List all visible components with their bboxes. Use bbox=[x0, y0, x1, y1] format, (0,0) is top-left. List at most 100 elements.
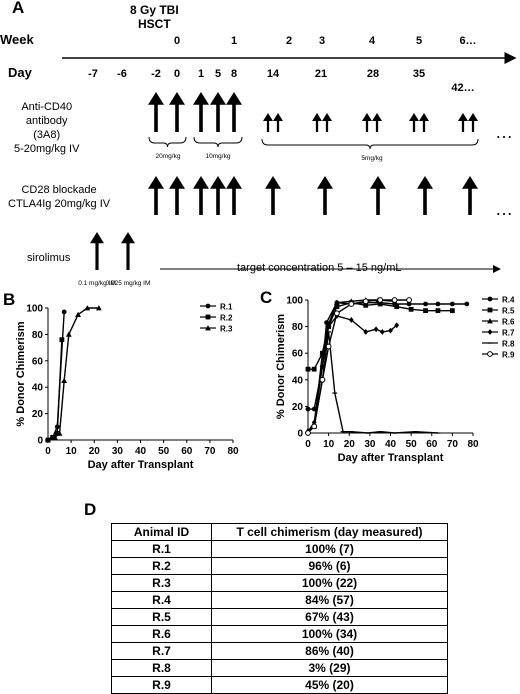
data-point-R.4 bbox=[449, 301, 455, 307]
anti-cd40-maintenance-arrow bbox=[419, 113, 429, 132]
chart-c: 0 20 40 60 80 100 0 10 20 30 40 50 60 70 80 Day after T… bbox=[275, 296, 515, 465]
x-axis-title: Day after Transplant bbox=[88, 459, 194, 471]
legend-label: R.9 bbox=[502, 351, 515, 360]
week-number: 4 bbox=[368, 35, 376, 47]
x-tick-label: 10 bbox=[323, 439, 335, 450]
x-tick-label: 60 bbox=[181, 446, 193, 457]
data-point-R.5 bbox=[423, 308, 428, 314]
x-tick-label: 70 bbox=[447, 439, 459, 450]
anti-cd40-maintenance-arrow bbox=[312, 113, 322, 132]
table-row: R.5 67% (43) bbox=[111, 608, 448, 626]
data-point-R.5 bbox=[394, 304, 400, 310]
data-point-R.9 bbox=[319, 376, 326, 383]
x-tick-label: 60 bbox=[426, 439, 438, 450]
week-number: 0 bbox=[173, 35, 181, 47]
legend-label: R.1 bbox=[220, 303, 233, 312]
week-number: 2 bbox=[285, 35, 293, 47]
y-tick-label: 60 bbox=[292, 349, 304, 360]
chimerism-cell: 45% (20) bbox=[211, 676, 448, 694]
anti-cd40-label: Anti-CD40 antibody (3A8) 5-20mg/kg IV bbox=[14, 101, 80, 155]
chimerism-cell: 96% (6) bbox=[211, 557, 448, 575]
data-point-R.3 bbox=[61, 377, 68, 383]
legend-marker bbox=[487, 296, 493, 302]
day-label: Day bbox=[8, 65, 32, 80]
legend-marker bbox=[487, 329, 493, 335]
day-number: 35 bbox=[412, 68, 426, 80]
anti-cd40-maintenance-arrow bbox=[468, 113, 478, 132]
data-point-R.4 bbox=[435, 301, 441, 307]
data-point-R.3 bbox=[95, 305, 102, 311]
anti-cd40-arrow bbox=[210, 92, 226, 132]
data-point-R.2 bbox=[54, 431, 60, 436]
anti-cd40-maintenance-arrow bbox=[458, 113, 468, 132]
chimerism-cell: 84% (57) bbox=[211, 591, 448, 609]
data-point-R.5 bbox=[363, 302, 369, 308]
animal-id-cell: R.8 bbox=[111, 659, 212, 677]
y-tick-label: 100 bbox=[26, 304, 43, 315]
data-point-R.7 bbox=[373, 326, 379, 333]
legend-marker bbox=[205, 303, 211, 309]
data-point-R.3 bbox=[75, 311, 81, 317]
data-point-R.4 bbox=[305, 406, 311, 412]
panel-d-letter: D bbox=[84, 500, 97, 519]
table-row: R.2 96% (6) bbox=[111, 557, 448, 575]
y-tick-label: 20 bbox=[32, 409, 44, 420]
x-tick-label: 50 bbox=[158, 446, 170, 457]
chimerism-cell: 3% (29) bbox=[211, 659, 448, 677]
panel-a-letter: A bbox=[12, 0, 25, 17]
week-label: Week bbox=[0, 32, 34, 47]
table-row: R.9 45% (20) bbox=[111, 676, 448, 694]
data-point-R.5 bbox=[435, 308, 441, 314]
cd28-arrow bbox=[370, 176, 386, 215]
bracket-maintenance-dose bbox=[261, 138, 479, 150]
week-number: 1 bbox=[230, 35, 238, 47]
cd28-arrow bbox=[417, 176, 433, 215]
anti-cd40-arrow bbox=[148, 92, 164, 132]
cd28-arrow bbox=[169, 176, 185, 215]
anti-cd40-maintenance-arrow bbox=[409, 113, 419, 132]
y-tick-label: 20 bbox=[292, 402, 304, 413]
day-number: 8 bbox=[230, 68, 238, 80]
table-header-row: Animal ID T cell chimerism (day measured… bbox=[111, 523, 448, 541]
y-tick-label: 0 bbox=[297, 429, 303, 440]
chimerism-cell: 100% (7) bbox=[211, 540, 448, 558]
anti-cd40-arrow bbox=[169, 92, 185, 132]
y-axis-title: % Donor Chimerism bbox=[15, 321, 27, 426]
table-row: R.6 100% (34) bbox=[111, 625, 448, 643]
legend-label: R.3 bbox=[220, 325, 233, 334]
animal-id-cell: R.7 bbox=[111, 642, 212, 660]
anti-cd40-maintenance-arrow bbox=[362, 113, 372, 132]
data-point-R.5 bbox=[305, 366, 311, 372]
ellipsis-cd40: … bbox=[495, 122, 513, 142]
day-number: 28 bbox=[366, 68, 380, 80]
legend-label: R.4 bbox=[502, 296, 515, 305]
day-number: 5 bbox=[214, 68, 222, 80]
table-row: R.4 84% (57) bbox=[111, 591, 448, 609]
week-number: 5 bbox=[415, 35, 423, 47]
y-tick-label: 40 bbox=[32, 383, 44, 394]
data-point-R.3 bbox=[52, 434, 58, 440]
x-tick-label: 70 bbox=[204, 446, 216, 457]
cd28-arrow bbox=[462, 176, 478, 215]
x-tick-label: 80 bbox=[467, 439, 479, 450]
cd28-arrow bbox=[317, 176, 333, 215]
header-animal-id: Animal ID bbox=[111, 523, 212, 541]
animal-id-cell: R.5 bbox=[111, 608, 212, 626]
data-point-R.9 bbox=[362, 298, 369, 305]
data-point-R.9 bbox=[391, 297, 398, 303]
animal-id-cell: R.4 bbox=[111, 591, 212, 609]
day-number: 14 bbox=[266, 68, 280, 80]
data-point-R.1 bbox=[61, 309, 67, 315]
data-point-R.9 bbox=[377, 297, 384, 303]
y-tick-label: 40 bbox=[292, 375, 304, 386]
day-number: 21 bbox=[314, 68, 328, 80]
dose-loading: 20mg/kg bbox=[155, 153, 181, 160]
bracket-loading-dose bbox=[148, 136, 187, 148]
legend-marker bbox=[205, 314, 211, 320]
day-number: 42… bbox=[451, 82, 475, 94]
anti-cd40-maintenance-arrow bbox=[273, 113, 283, 132]
anti-cd40-arrow bbox=[193, 92, 209, 132]
x-axis-title: Day after Transplant bbox=[338, 452, 444, 464]
ellipsis-cd28: … bbox=[495, 199, 513, 219]
legend-marker bbox=[205, 325, 211, 331]
